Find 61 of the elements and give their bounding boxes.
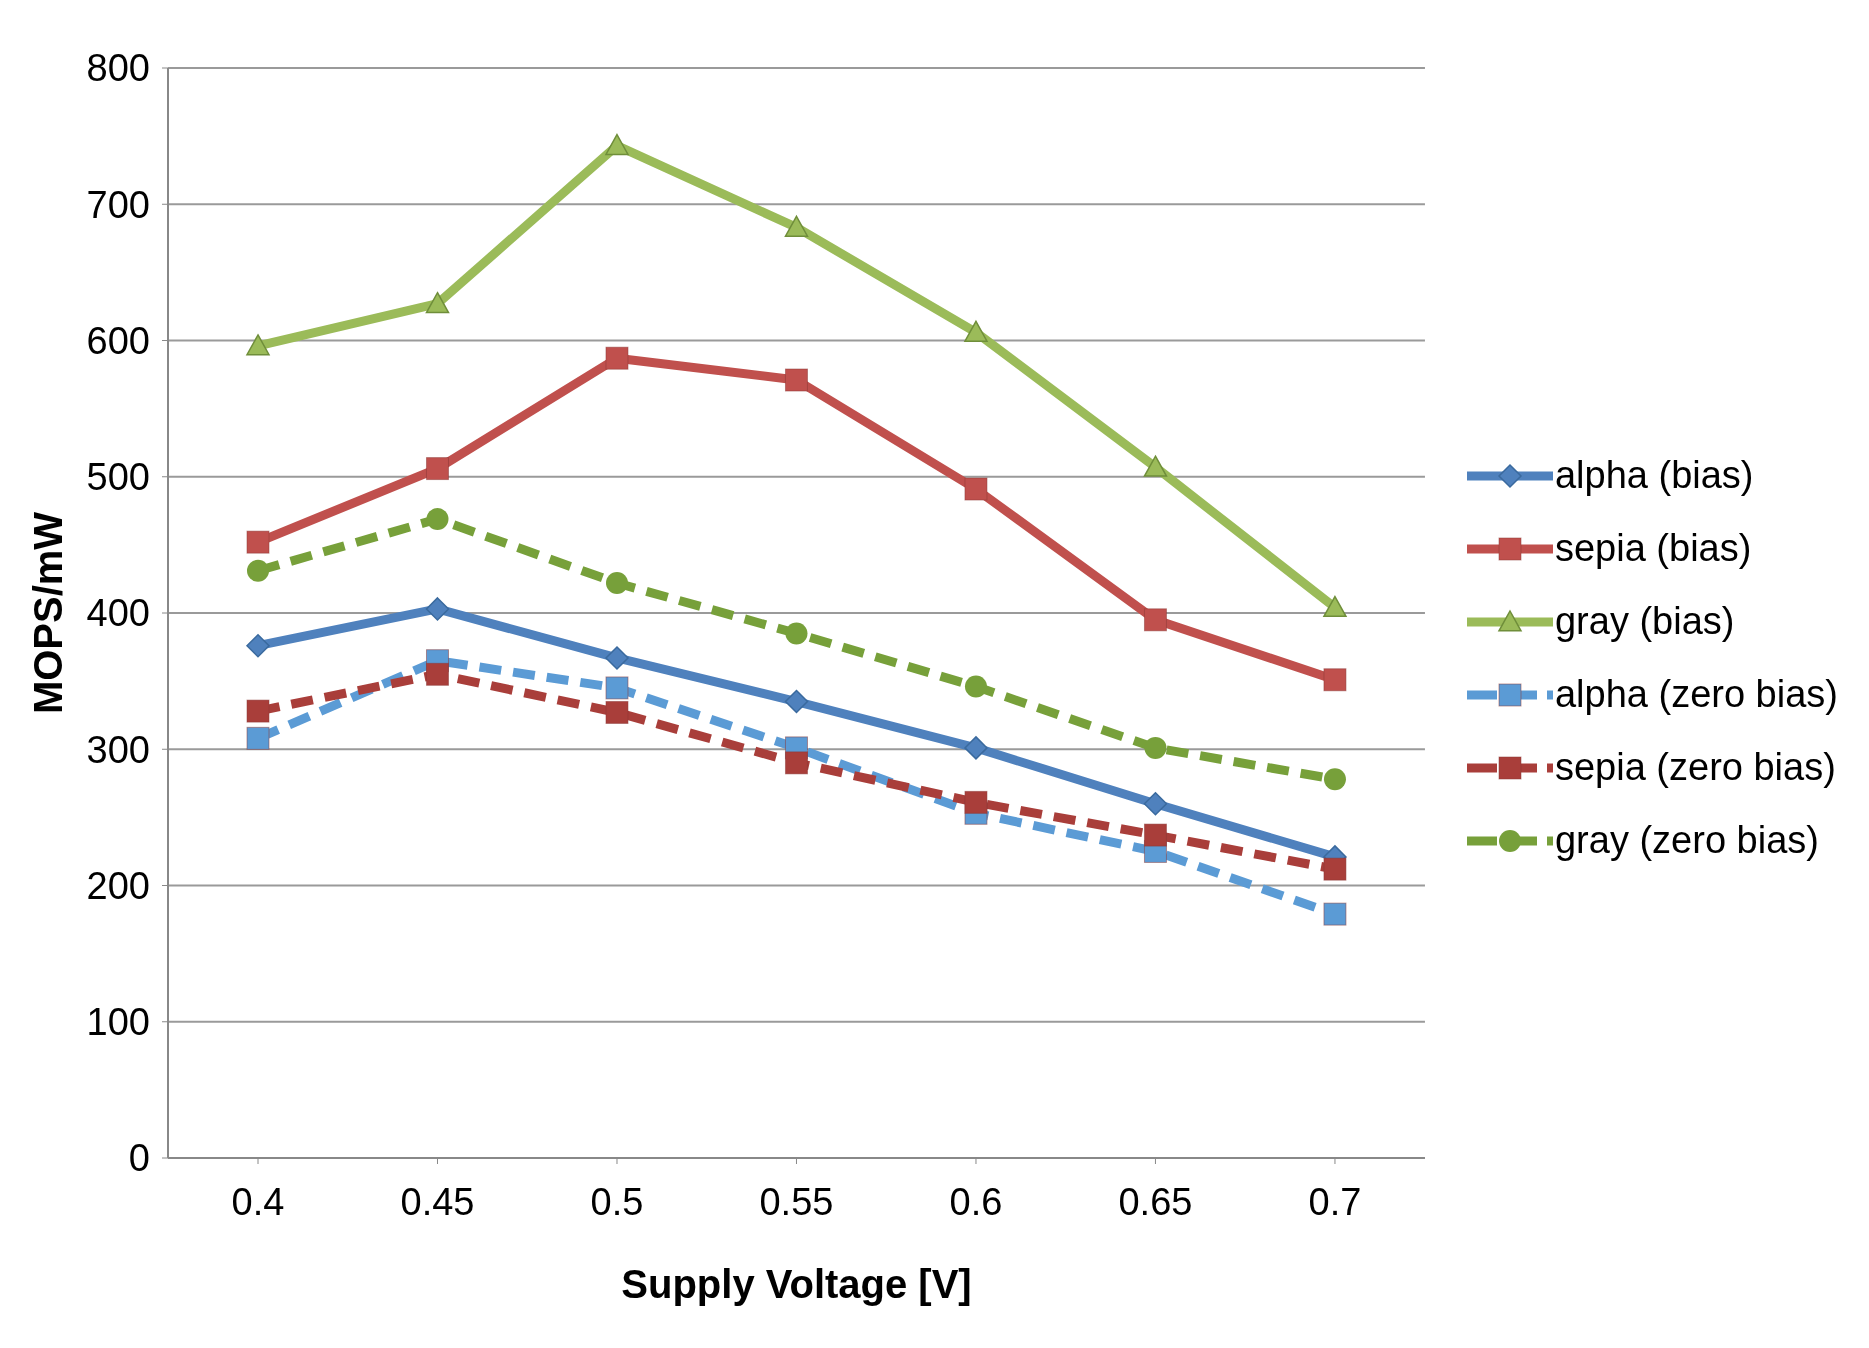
x-tick-label: 0.65: [1118, 1180, 1193, 1223]
y-tick-label: 300: [86, 728, 150, 771]
point: [246, 726, 270, 750]
point: [964, 320, 988, 342]
legend-label: sepia (bias): [1554, 527, 1752, 570]
point: [246, 530, 270, 554]
point: [425, 291, 450, 314]
point: [605, 646, 629, 670]
y-tick-label: 200: [86, 864, 150, 907]
y-tick-label: 100: [86, 1001, 150, 1044]
point: [784, 215, 809, 237]
x-tick-label: 0.55: [759, 1180, 834, 1223]
legend-label: gray (zero bias): [1554, 819, 1819, 862]
legend-label: gray (bias): [1554, 600, 1735, 643]
point: [784, 368, 808, 392]
point: [784, 751, 808, 775]
legend-label: sepia (zero bias): [1554, 746, 1836, 789]
x-axis-title: Supply Voltage [V]: [621, 1262, 972, 1306]
point: [425, 457, 449, 481]
x-tick-label: 0.45: [400, 1180, 475, 1223]
point: [425, 662, 449, 686]
x-tick-label: 0.7: [1308, 1180, 1362, 1223]
point: [1323, 668, 1347, 692]
legend-label: alpha (zero bias): [1554, 673, 1838, 716]
point: [964, 736, 988, 760]
point: [1143, 455, 1168, 477]
point: [247, 559, 269, 582]
point: [246, 699, 270, 723]
y-tick-label: 0: [128, 1137, 150, 1180]
point: [605, 676, 629, 700]
point: [605, 572, 628, 595]
point: [1323, 768, 1346, 791]
point: [425, 597, 450, 621]
point: [1143, 792, 1168, 816]
point: [246, 633, 270, 658]
y-tick-label: 600: [86, 319, 150, 362]
point: [246, 334, 270, 356]
x-tick-label: 0.4: [231, 1180, 285, 1223]
point: [1323, 595, 1347, 618]
point: [964, 790, 988, 814]
point: [964, 675, 987, 698]
y-axis-title: MOPS/mW: [26, 511, 71, 715]
point: [1144, 736, 1167, 759]
point: [1323, 857, 1347, 881]
point: [605, 346, 629, 370]
x-tick-label: 0.6: [949, 1180, 1003, 1223]
y-tick-label: 800: [86, 47, 150, 90]
point: [426, 507, 449, 530]
point: [1143, 823, 1167, 847]
point: [784, 689, 809, 714]
legend-label: alpha (bias): [1554, 454, 1754, 497]
point: [785, 622, 808, 645]
point: [605, 133, 629, 156]
point: [605, 700, 629, 724]
x-tick-label: 0.5: [590, 1180, 644, 1223]
y-tick-label: 500: [86, 456, 150, 499]
point: [1143, 608, 1167, 632]
y-tick-label: 700: [86, 183, 150, 226]
point: [964, 477, 988, 501]
point: [1323, 902, 1347, 926]
y-tick-label: 400: [86, 592, 150, 635]
